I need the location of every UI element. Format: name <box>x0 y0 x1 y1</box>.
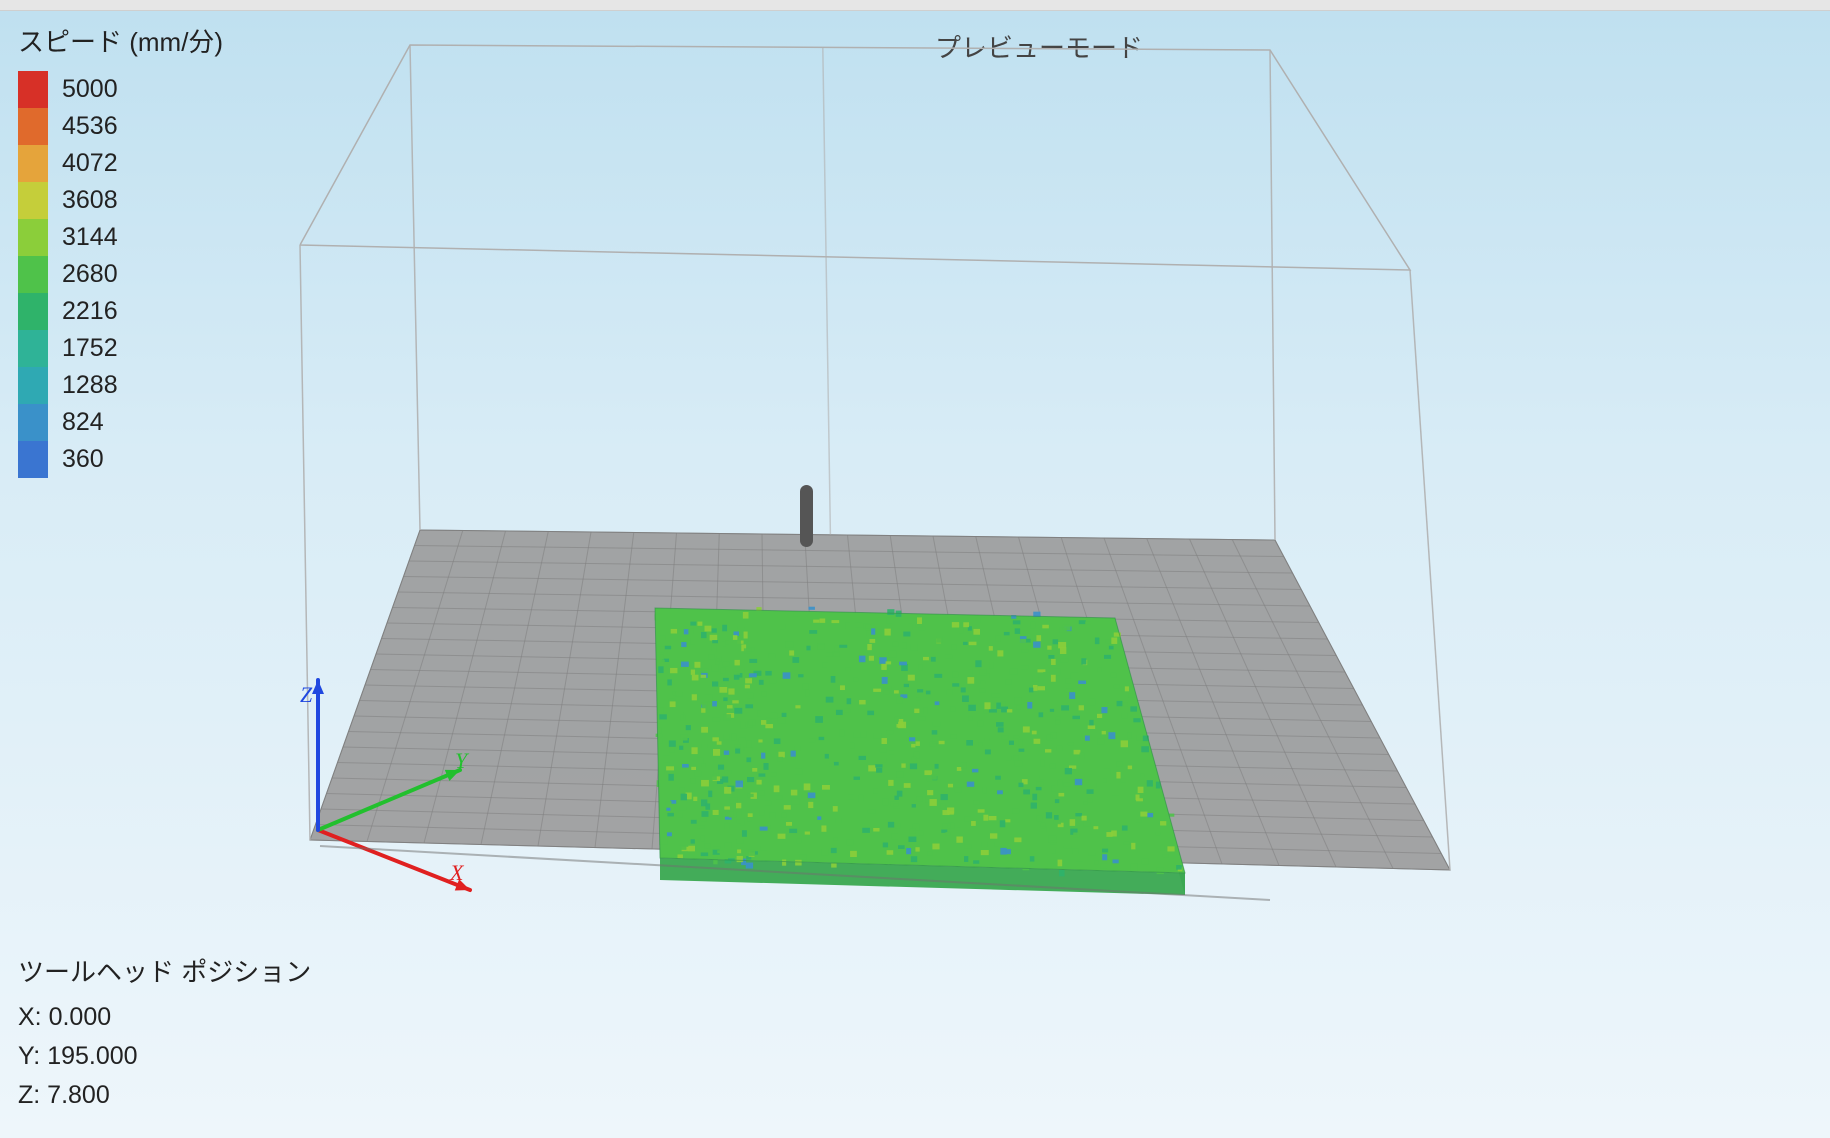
preview-viewport[interactable]: XYZ <box>0 0 1830 1138</box>
svg-text:X: X <box>449 860 465 885</box>
svg-text:Z: Z <box>300 682 313 707</box>
